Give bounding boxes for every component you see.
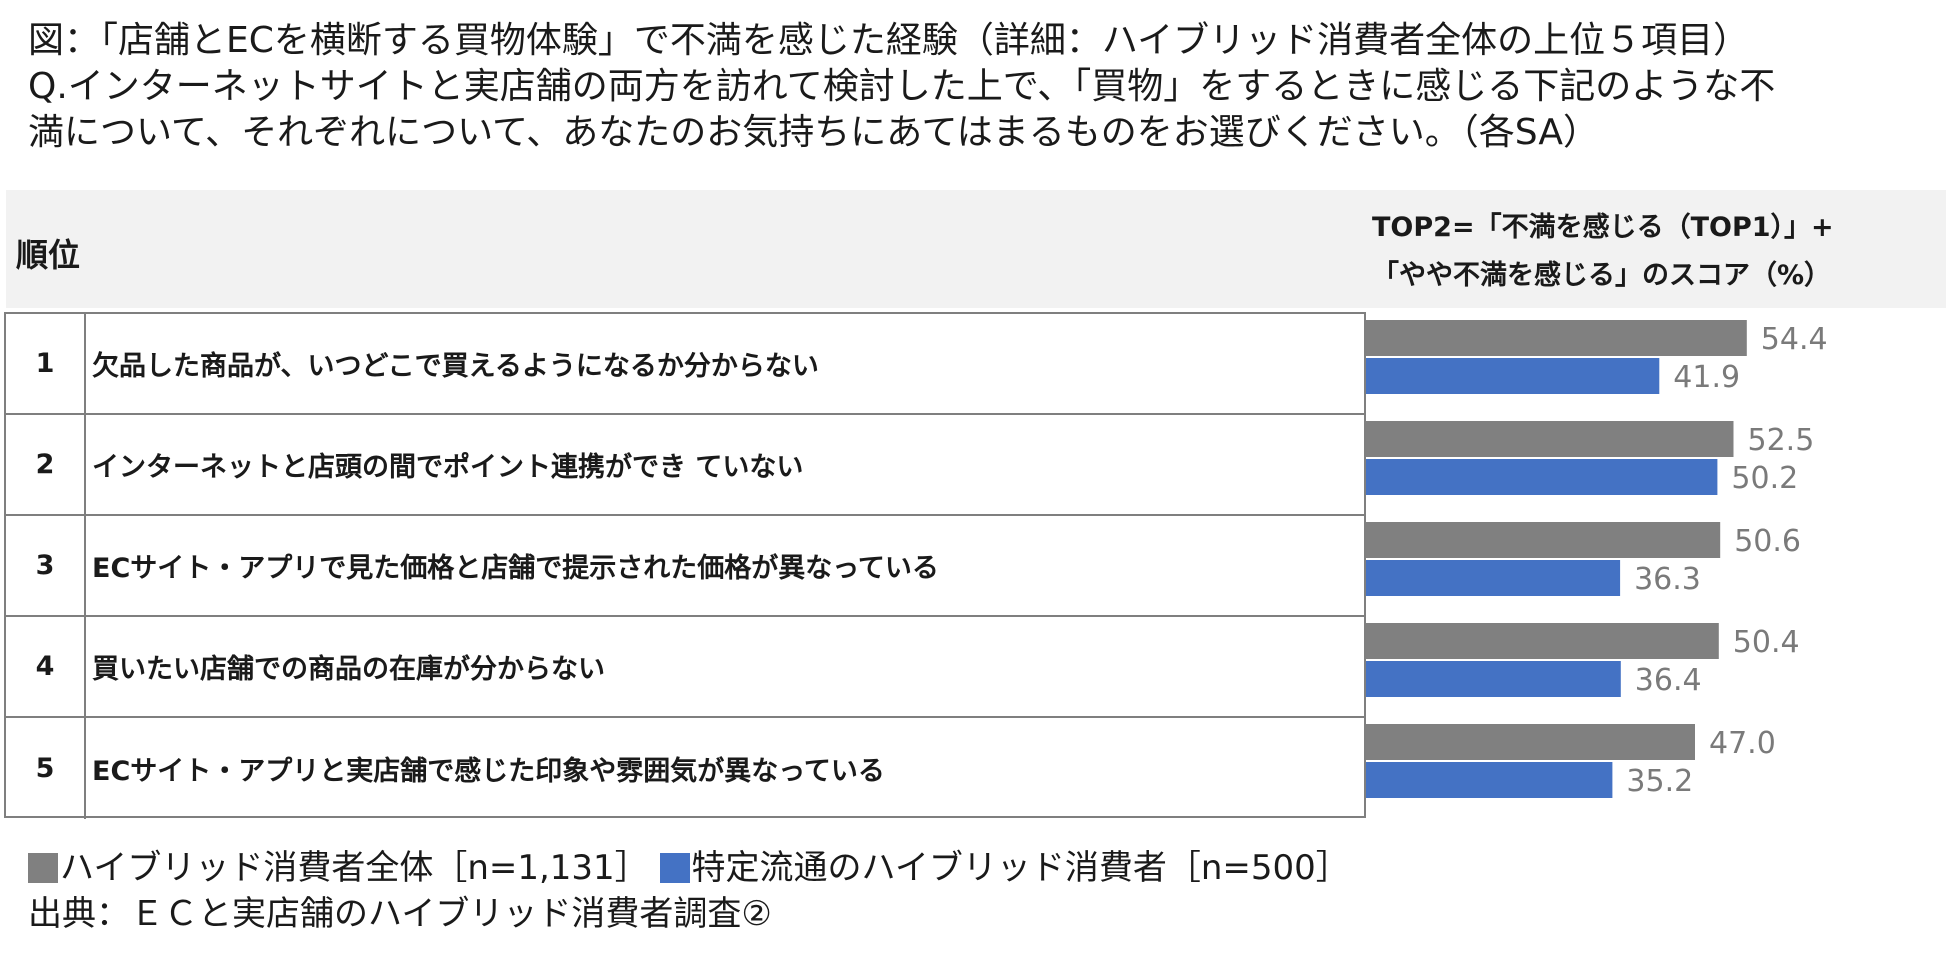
data-label-series-2-rank-5: 35.2 <box>1626 764 1693 799</box>
item-label: ECサイト・アプリで見た価格と店舗で提示された価格が異なっている <box>92 553 939 584</box>
rank-cell: 4 <box>6 617 86 716</box>
table-row: 1 欠品した商品が、いつどこで買えるようになるか分からない <box>6 314 1364 415</box>
rank-column-header: 順位 <box>16 236 81 274</box>
data-label-series-1-rank-3: 50.6 <box>1734 524 1801 559</box>
table-row: 3 ECサイト・アプリで見た価格と店舗で提示された価格が異なっている <box>6 516 1364 617</box>
legend-swatch-series-2 <box>659 853 690 883</box>
title-line-3: 満について、それぞれについて、あなたのお気持ちにあてはまるものをお選びください。… <box>28 112 1599 153</box>
bar-series-2-rank-4 <box>1366 661 1621 697</box>
legend-label-series-2: 特定流通のハイブリッド消費者［n=500］ <box>691 848 1350 888</box>
rank-cell: 5 <box>6 718 86 819</box>
bar-series-1-rank-3 <box>1366 522 1721 558</box>
bar-series-2-rank-3 <box>1366 560 1621 596</box>
data-label-series-1-rank-4: 50.4 <box>1733 625 1800 660</box>
table-row: 5 ECサイト・アプリと実店舗で感じた印象や雰囲気が異なっている <box>6 718 1364 819</box>
table-row: 2 インターネットと店頭の間でポイント連携ができ ていない <box>6 415 1364 516</box>
score-header-line-1: TOP2=「不満を感じる（TOP1）」+ <box>1372 212 1834 243</box>
bar-chart: 54.4 41.952.550.2 50.6 36.3 50.4 36.447.0 35.2 <box>1366 320 1828 799</box>
bar-series-2-rank-1 <box>1366 358 1660 394</box>
bar-series-1-rank-2 <box>1366 421 1734 457</box>
ranking-table: 1 欠品した商品が、いつどこで買えるようになるか分からない 2 インターネットと… <box>4 312 1366 819</box>
title-line-2: Q.インターネットサイトと実店舗の両方を訪れて検討した上で、「買物」をするときに… <box>28 66 1776 107</box>
data-label-series-1-rank-2: 52.5 <box>1748 423 1815 458</box>
item-label: 買いたい店舗での商品の在庫が分からない <box>92 654 605 685</box>
source-note: 出典：ＥＣと実店舗のハイブリッド消費者調査② <box>28 894 772 934</box>
bar-series-2-rank-2 <box>1366 459 1718 495</box>
data-label-series-2-rank-1: 41.9 <box>1673 360 1740 395</box>
chart-title: 図：「店舗とECを横断する買物体験」で不満を感じた経験（詳細：ハイブリッド消費者… <box>28 18 1928 156</box>
bar-series-1-rank-4 <box>1366 623 1719 659</box>
score-header-line-2: 「やや不満を感じる」のスコア（%） <box>1372 260 1832 291</box>
legend-swatch-series-1 <box>28 853 58 883</box>
rank-cell: 1 <box>6 314 86 413</box>
legend-label-series-1: ハイブリッド消費者全体［n=1,131］ <box>60 848 649 888</box>
data-label-series-2-rank-2: 50.2 <box>1731 461 1798 496</box>
bar-series-1-rank-1 <box>1366 320 1747 356</box>
data-label-series-2-rank-4: 36.4 <box>1635 663 1702 698</box>
item-label: インターネットと店頭の間でポイント連携ができ ていない <box>92 452 804 483</box>
data-label-series-1-rank-1: 54.4 <box>1761 322 1828 357</box>
bar-series-2-rank-5 <box>1366 762 1613 798</box>
legend: ハイブリッド消費者全体［n=1,131］ 特定流通のハイブリッド消費者［n=50… <box>28 846 1350 890</box>
item-label: 欠品した商品が、いつどこで買えるようになるか分からない <box>92 351 819 382</box>
bar-series-1-rank-5 <box>1366 724 1695 760</box>
rank-cell: 3 <box>6 516 86 615</box>
title-line-1: 図：「店舗とECを横断する買物体験」で不満を感じた経験（詳細：ハイブリッド消費者… <box>28 20 1750 61</box>
item-label: ECサイト・アプリと実店舗で感じた印象や雰囲気が異なっている <box>92 756 885 787</box>
table-header: 順位 TOP2=「不満を感じる（TOP1）」+ 「やや不満を感じる」のスコア（%… <box>6 190 1946 308</box>
data-label-series-2-rank-3: 36.3 <box>1634 562 1701 597</box>
data-label-series-1-rank-5: 47.0 <box>1709 726 1776 761</box>
score-column-header: TOP2=「不満を感じる（TOP1）」+ 「やや不満を感じる」のスコア（%） <box>1372 204 1834 300</box>
rank-cell: 2 <box>6 415 86 514</box>
table-row: 4 買いたい店舗での商品の在庫が分からない <box>6 617 1364 718</box>
